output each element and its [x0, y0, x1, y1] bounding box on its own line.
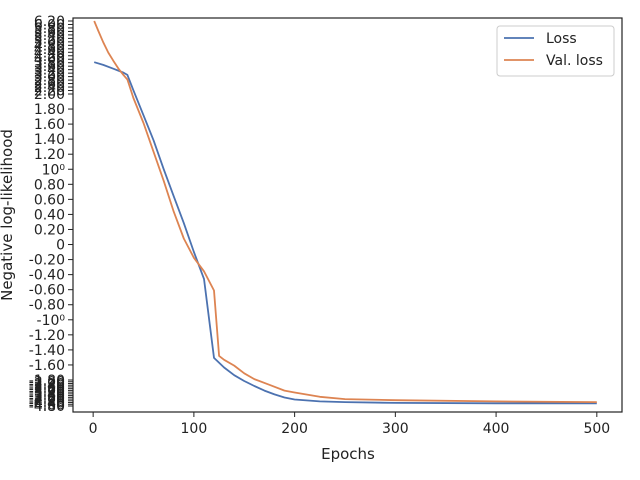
y-axis-label: Negative log-likelihood [0, 129, 16, 301]
y-tick-label: -2.40 [29, 378, 65, 394]
x-tick-label: 400 [483, 421, 510, 437]
y-tick-label: -4.60 [29, 397, 65, 413]
y-tick-label: -0.20 [29, 253, 65, 269]
x-tick-label: 0 [89, 421, 98, 437]
y-tick-label: 3.20 [34, 66, 65, 82]
legend-label-loss: Loss [546, 31, 577, 47]
y-tick-label: -1.40 [29, 343, 65, 359]
y-tick-label: 5.60 [34, 24, 65, 40]
y-tick-label: -4.40 [29, 396, 65, 412]
y-tick-label: 2.80 [34, 73, 65, 89]
y-tick-label: 4.00 [34, 52, 65, 68]
y-tick-label: -4.80 [29, 399, 65, 415]
x-tick-label: 500 [583, 421, 610, 437]
y-tick-label: -1.20 [29, 328, 65, 344]
x-tick-label: 300 [382, 421, 409, 437]
y-tick-label: -1.60 [29, 358, 65, 374]
y-tick-label: -3.20 [29, 385, 65, 401]
y-tick-label: 1.60 [34, 117, 65, 133]
y-tick-label: 1.40 [34, 132, 65, 148]
legend: Loss Val. loss [496, 25, 615, 77]
plot-area-frame [72, 17, 623, 413]
y-tick-label: 6.00 [34, 17, 65, 33]
y-tick-label: 6.20 [34, 14, 65, 30]
y-tick-label: -2.80 [29, 382, 65, 398]
y-tick-label: 2.60 [34, 77, 65, 93]
y-tick-label: 3.80 [34, 56, 65, 72]
y-tick-label: 4.60 [34, 42, 65, 58]
y-tick-label: -3.00 [29, 383, 65, 399]
y-tick-label: -2.00 [29, 375, 65, 391]
y-tick-label: -10⁰ [37, 313, 66, 329]
y-tick-label: 0.20 [34, 222, 65, 238]
y-tick-label: 5.20 [34, 31, 65, 47]
y-tick-label: 3.40 [34, 63, 65, 79]
y-tick-label: -3.80 [29, 390, 65, 406]
y-tick-label: 2.00 [34, 87, 65, 103]
y-tick-label: 0.40 [34, 207, 65, 223]
y-tick-label: 4.80 [34, 38, 65, 54]
y-tick-label: -2.20 [29, 376, 65, 392]
series-layer [93, 20, 597, 405]
y-tick-label: 2.20 [34, 84, 65, 100]
series-line-1 [93, 20, 597, 403]
x-axis-label: Epochs [321, 445, 375, 463]
y-tick-label: -4.00 [29, 392, 65, 408]
x-tick-label: 200 [281, 421, 308, 437]
y-tick-label: 0.60 [34, 192, 65, 208]
x-axis: 0 100 200 300 400 500 [89, 412, 610, 437]
y-tick-label: 0 [56, 238, 65, 254]
y-tick-label: 3.00 [34, 70, 65, 86]
y-tick-label: -3.40 [29, 387, 65, 403]
y-axis: -4.80-4.60-4.40-4.20-4.00-3.80-3.60-3.40… [29, 14, 73, 415]
y-tick-label: 1.20 [34, 147, 65, 163]
legend-label-val-loss: Val. loss [546, 53, 603, 69]
y-tick-label: 10⁰ [42, 162, 66, 178]
y-tick-label: -0.40 [29, 268, 65, 284]
y-tick-label: 4.40 [34, 45, 65, 61]
y-tick-label: 4.20 [34, 49, 65, 65]
y-tick-label: -0.80 [29, 298, 65, 314]
y-tick-label: 2.40 [34, 80, 65, 96]
y-tick-label: 0.80 [34, 177, 65, 193]
y-tick-label: -4.20 [29, 394, 65, 410]
y-tick-label: -1.80 [29, 373, 65, 389]
y-tick-label: 1.80 [34, 102, 65, 118]
y-tick-label: 5.40 [34, 28, 65, 44]
y-tick-label: -3.60 [29, 389, 65, 405]
y-tick-label: -2.60 [29, 380, 65, 396]
y-tick-label: 5.00 [34, 35, 65, 51]
y-tick-label: 3.60 [34, 59, 65, 75]
y-tick-label: -0.60 [29, 283, 65, 299]
series-line-0 [93, 61, 597, 405]
y-tick-label: 5.80 [34, 21, 65, 37]
x-tick-label: 100 [181, 421, 208, 437]
